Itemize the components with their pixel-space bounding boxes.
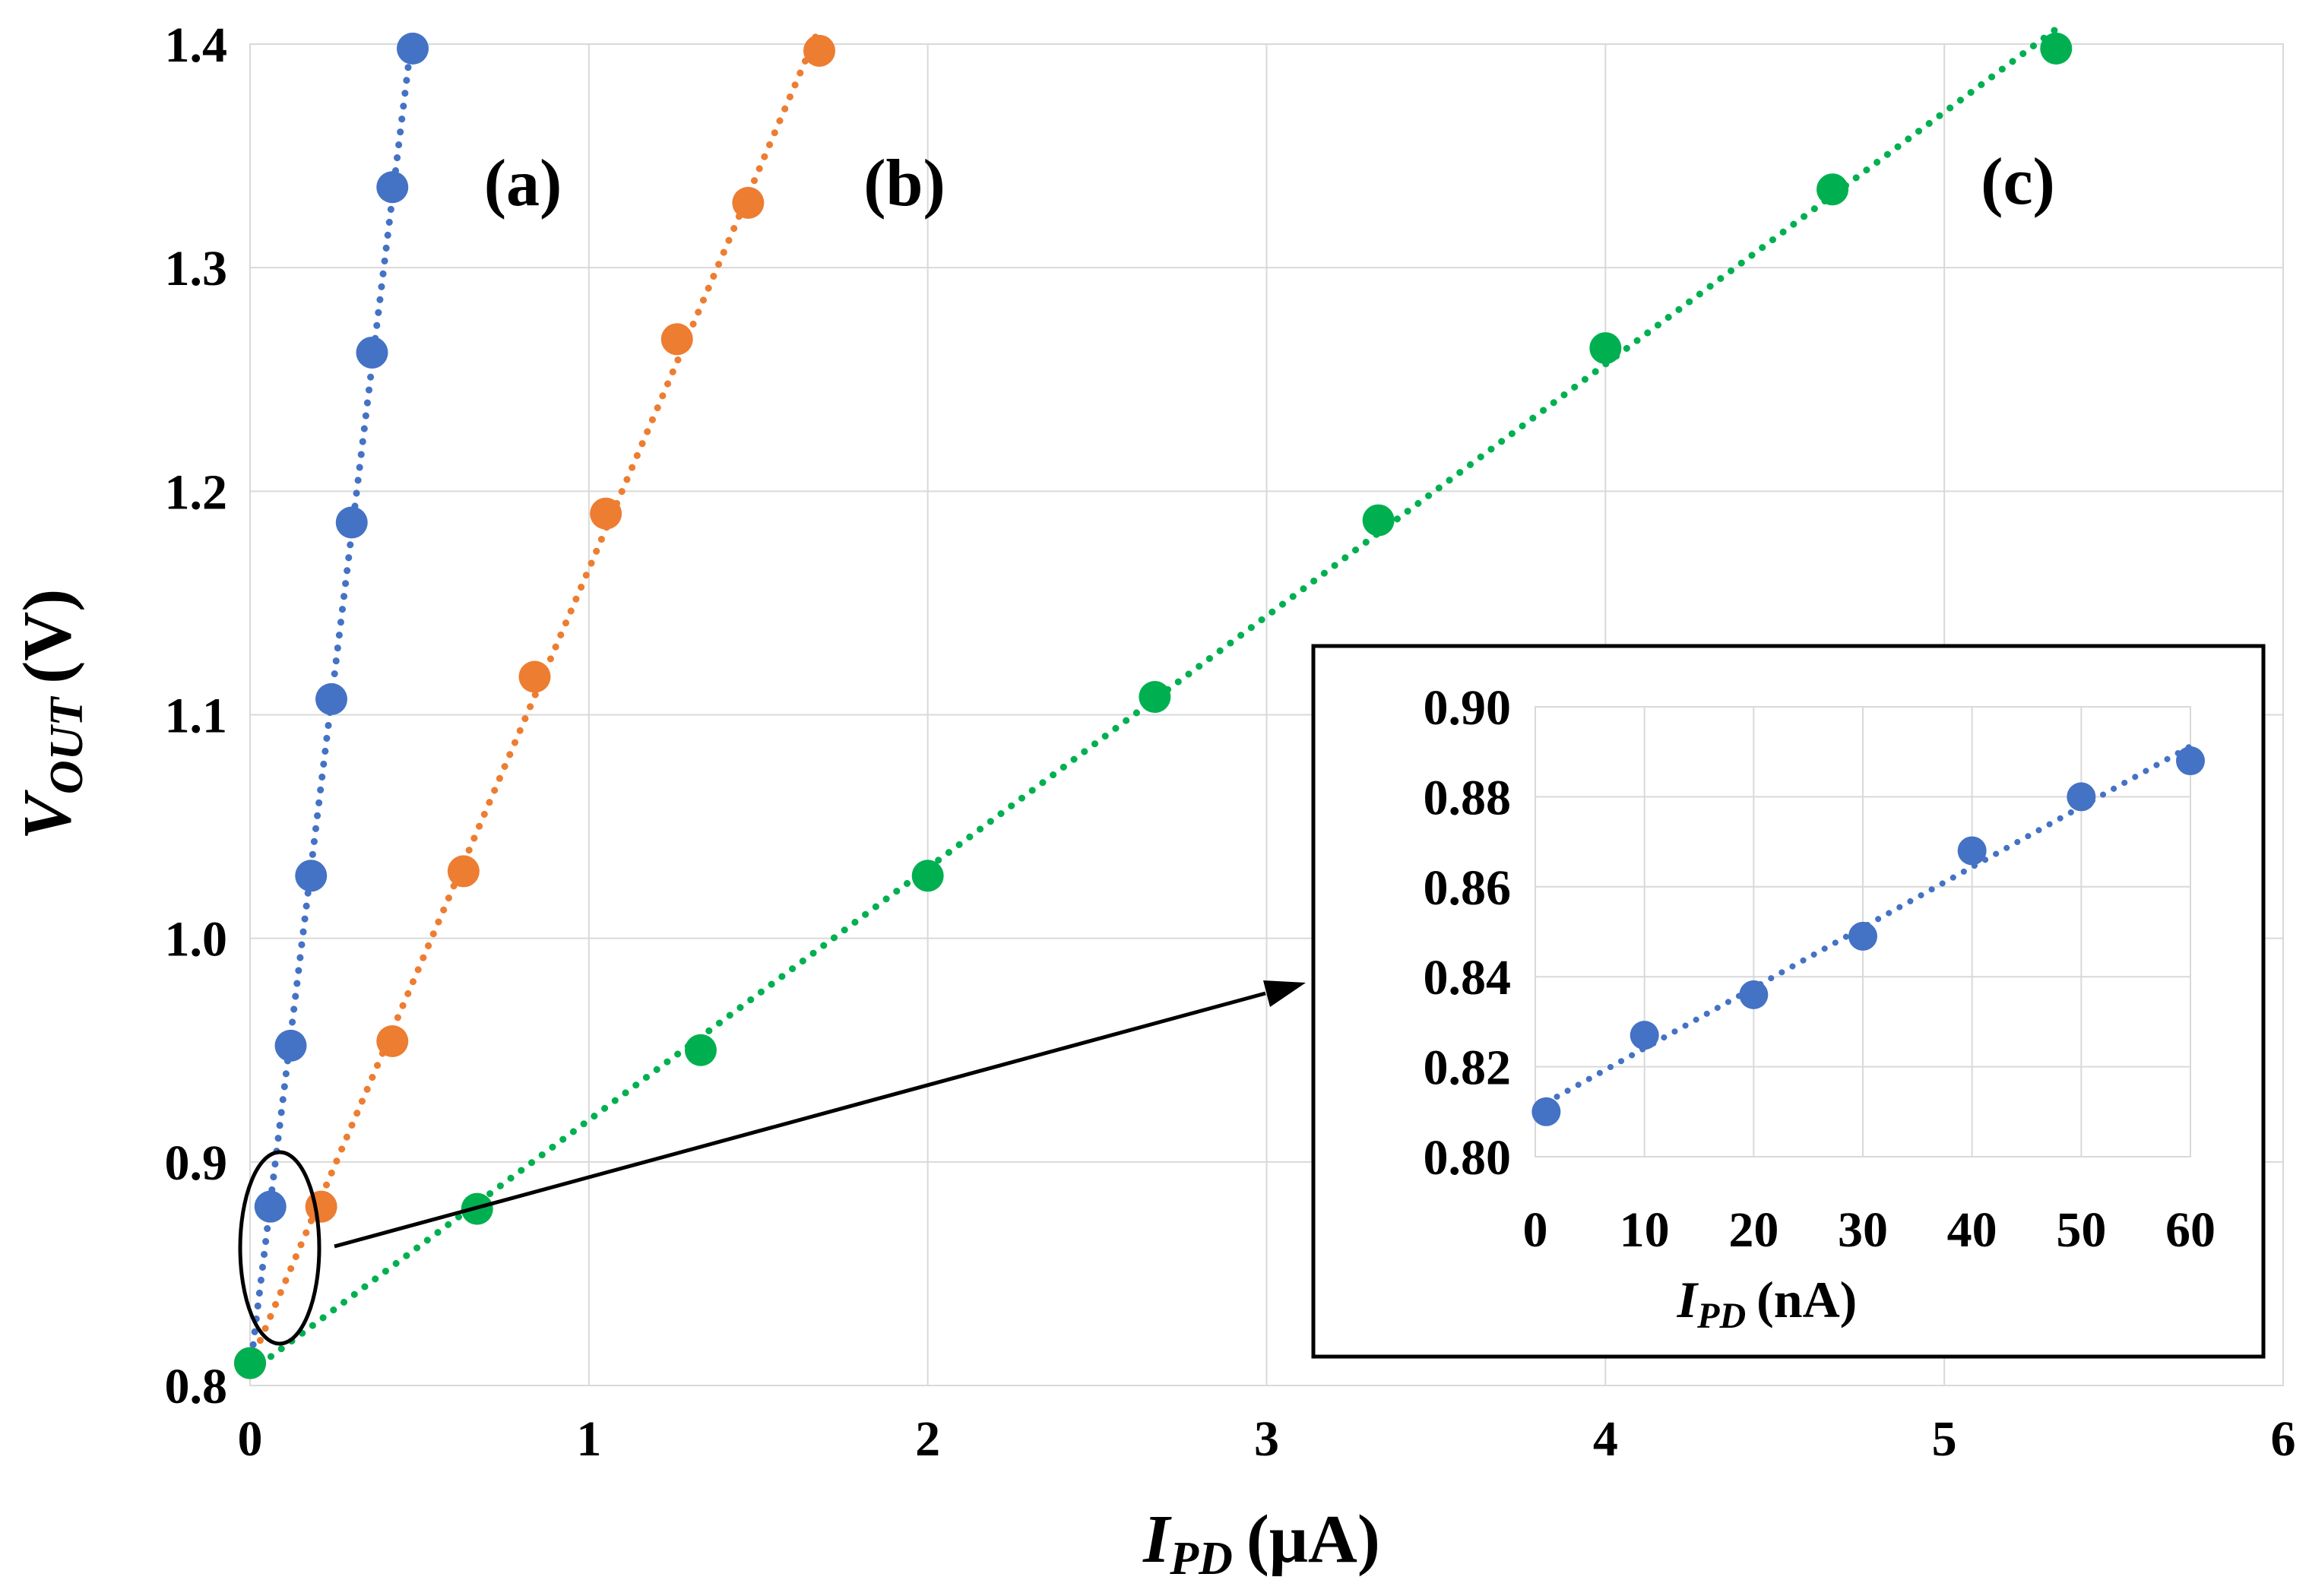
main-x-tick-label: 5: [1932, 1411, 1957, 1467]
inset-x-tick-label: 60: [2165, 1202, 2216, 1258]
main-data-point: [1816, 173, 1849, 206]
main-series-0: [234, 26, 429, 1379]
inset-data-point: [1848, 921, 1877, 951]
inset-x-tick-label: 50: [2056, 1202, 2106, 1258]
inset-x-tick-label: 40: [1947, 1202, 1997, 1258]
main-data-point: [295, 860, 328, 892]
main-data-point: [376, 1024, 409, 1057]
main-data-point: [590, 497, 622, 530]
inset-x-tick-label: 0: [1523, 1202, 1548, 1258]
main-data-point: [376, 171, 409, 204]
main-x-tick-label: 0: [238, 1411, 263, 1467]
main-y-tick-label: 0.9: [165, 1135, 228, 1191]
inset-series-0: [1531, 743, 2205, 1126]
series-label-a: (a): [484, 147, 562, 220]
inset-data-point: [1630, 1021, 1659, 1050]
main-data-point: [234, 1347, 266, 1379]
y-axis-title-unit: (V): [10, 589, 85, 684]
main-series-layer: [234, 24, 2073, 1379]
inset-x-axis-title: IPD (nA): [1677, 1271, 1858, 1336]
inset-y-tick-label: 0.88: [1424, 770, 1512, 825]
main-data-point: [397, 32, 429, 65]
main-y-tick-labels: 0.8 0.9 1.0 1.1 1.2 1.3 1.4: [165, 17, 228, 1414]
main-y-tick-label: 1.2: [165, 464, 228, 520]
zoom-region-ellipse: [238, 1150, 321, 1346]
main-data-point: [518, 660, 551, 693]
main-data-point: [684, 1034, 717, 1066]
inset-x-axis-title-unit: (nA): [1756, 1271, 1857, 1328]
main-y-tick-label: 0.8: [165, 1359, 228, 1414]
inset-y-tick-label: 0.90: [1424, 680, 1512, 736]
series-label-c: (c): [1981, 145, 2055, 219]
y-axis-title-main: V: [10, 789, 85, 840]
main-data-point: [732, 186, 765, 219]
main-data-point: [356, 336, 388, 369]
inset-series-layer: [1531, 743, 2205, 1126]
x-axis-title-sub: PD: [1169, 1533, 1233, 1585]
inset-y-tick-label: 0.86: [1424, 860, 1512, 916]
x-axis-title-unit: (μA): [1246, 1502, 1380, 1577]
main-data-point: [274, 1029, 307, 1062]
main-y-tick-label: 1.0: [165, 912, 228, 967]
main-y-tick-label: 1.1: [165, 689, 228, 744]
inset-y-tick-labels: 0.80 0.82 0.84 0.86 0.88 0.90: [1424, 680, 1512, 1186]
main-data-point: [315, 682, 347, 715]
zoom-arrow-line: [334, 991, 1266, 1249]
inset-x-axis-title-sub: PD: [1696, 1296, 1746, 1336]
main-data-point: [1139, 680, 1171, 713]
inset-data-point: [1531, 1097, 1561, 1126]
main-data-point: [335, 506, 368, 539]
inset-data-point: [2067, 782, 2096, 812]
inset-x-tick-label: 10: [1620, 1202, 1670, 1258]
main-x-tick-label: 6: [2271, 1411, 2296, 1467]
main-trendline-1: [246, 24, 823, 1368]
inset-data-point: [1739, 980, 1769, 1009]
main-data-point: [1589, 332, 1622, 365]
main-data-point: [305, 1190, 337, 1223]
inset-y-tick-label: 0.80: [1424, 1130, 1512, 1186]
main-data-point: [254, 1190, 287, 1223]
main-x-tick-label: 2: [915, 1411, 940, 1467]
zoom-arrow-head: [1263, 980, 1306, 1007]
main-data-point: [1362, 504, 1395, 537]
inset-y-tick-label: 0.84: [1424, 950, 1512, 1005]
main-data-point: [911, 860, 944, 892]
main-x-tick-label: 4: [1593, 1411, 1618, 1467]
series-label-b: (b): [863, 147, 945, 220]
main-data-point: [660, 323, 693, 356]
x-axis-title-main: I: [1142, 1502, 1172, 1577]
y-axis-title: VOUT (V): [10, 589, 93, 840]
main-data-point: [803, 34, 835, 67]
main-plot-frame: [249, 43, 2284, 1386]
y-axis-title-sub: OUT: [41, 696, 93, 795]
inset-x-tick-labels: 0 10 20 30 40 50 60: [1523, 1202, 2216, 1258]
inset-x-axis-title-main: I: [1677, 1271, 1699, 1328]
inset-data-point: [1957, 836, 1987, 866]
main-series-2: [234, 25, 2073, 1379]
inset-x-tick-label: 20: [1728, 1202, 1778, 1258]
main-trendline-2: [246, 25, 2060, 1376]
main-data-point: [447, 855, 480, 888]
main-data-point: [2040, 32, 2073, 65]
x-axis-title: IPD (μA): [1142, 1502, 1380, 1585]
main-x-tick-label: 1: [576, 1411, 601, 1467]
inset-box: [1311, 644, 2266, 1359]
main-y-tick-label: 1.4: [165, 17, 228, 73]
inset-plot-frame: [1535, 706, 2191, 1157]
inset-y-tick-label: 0.82: [1424, 1040, 1512, 1096]
inset-x-tick-label: 30: [1838, 1202, 1888, 1258]
inset-data-point: [2176, 746, 2205, 776]
main-x-tick-label: 3: [1254, 1411, 1279, 1467]
main-y-tick-label: 1.3: [165, 241, 228, 296]
main-x-tick-labels: 0 1 2 3 4 5 6: [238, 1411, 2296, 1467]
